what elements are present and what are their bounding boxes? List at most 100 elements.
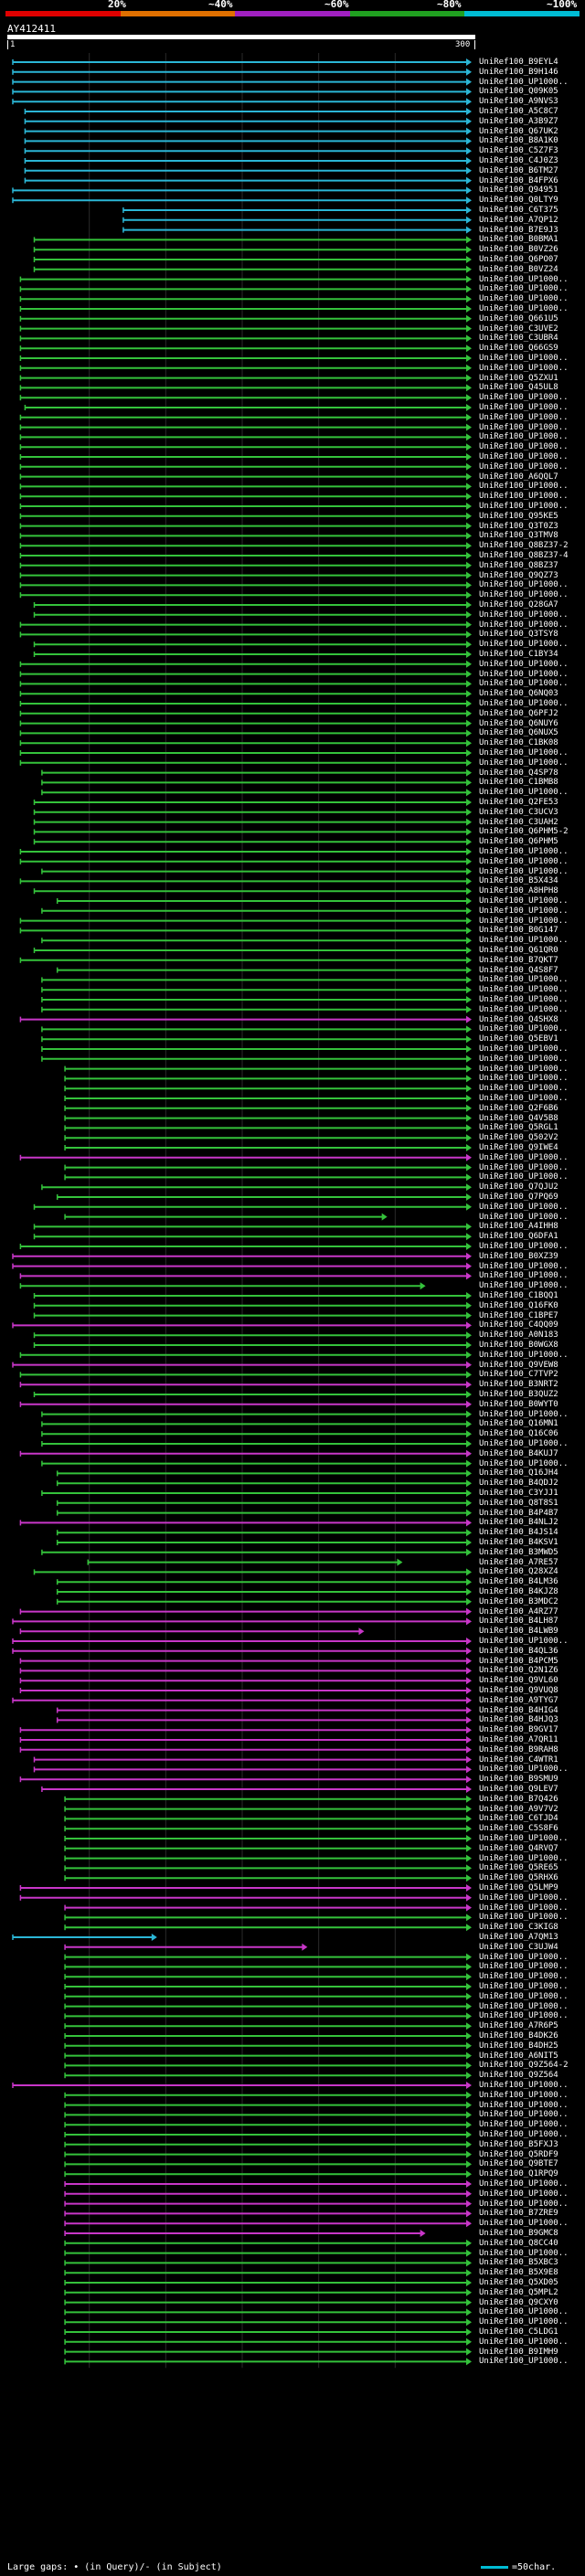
hit-row[interactable] (122, 207, 472, 214)
hit-label[interactable]: UniRef100_A9TYG7 (479, 1695, 558, 1705)
hit-label[interactable]: UniRef100_UP1000.. (479, 1202, 569, 1212)
hit-row[interactable] (19, 571, 472, 579)
hit-label[interactable]: UniRef100_B0XZ39 (479, 1251, 558, 1261)
hit-row[interactable] (122, 216, 472, 224)
hit-label[interactable]: UniRef100_UP1000.. (479, 1962, 569, 1972)
hit-row[interactable] (41, 1035, 472, 1044)
hit-label[interactable]: UniRef100_UP1000.. (479, 1074, 569, 1084)
hit-label[interactable]: UniRef100_Q9IWE4 (479, 1143, 558, 1152)
hit-row[interactable] (19, 1667, 472, 1675)
hit-row[interactable] (64, 1144, 472, 1151)
hit-row[interactable] (64, 1095, 472, 1102)
hit-row[interactable] (19, 581, 472, 589)
hit-row[interactable] (19, 729, 472, 737)
hit-label[interactable]: UniRef100_UP1000.. (479, 758, 569, 768)
hit-label[interactable]: UniRef100_Q4RVQ7 (479, 1843, 558, 1853)
hit-row[interactable] (64, 2230, 426, 2237)
hit-label[interactable]: UniRef100_C1BQQ1 (479, 1291, 558, 1300)
hit-label[interactable]: UniRef100_Q9CXY0 (479, 2297, 558, 2307)
hit-label[interactable]: UniRef100_B0BMA1 (479, 235, 558, 245)
hit-label[interactable]: UniRef100_A6NIT5 (479, 2051, 558, 2061)
hit-row[interactable] (33, 651, 472, 658)
hit-label[interactable]: UniRef100_UP1000.. (479, 659, 569, 669)
hit-row[interactable] (12, 1252, 472, 1260)
hit-row[interactable] (19, 433, 472, 441)
hit-row[interactable] (41, 1786, 472, 1793)
hit-row[interactable] (19, 917, 472, 925)
hit-row[interactable] (41, 1045, 472, 1053)
hit-label[interactable]: UniRef100_UP1000.. (479, 1834, 569, 1843)
hit-label[interactable]: UniRef100_UP1000.. (479, 856, 569, 866)
hit-row[interactable] (33, 246, 472, 254)
hit-row[interactable] (12, 196, 472, 205)
hit-row[interactable] (19, 1736, 472, 1744)
hit-row[interactable] (19, 848, 472, 855)
hit-label[interactable]: UniRef100_B9RAH8 (479, 1744, 558, 1754)
hit-row[interactable] (24, 176, 472, 185)
hit-row[interactable] (64, 2337, 472, 2346)
hit-label[interactable]: UniRef100_UP1000.. (479, 2120, 569, 2130)
hit-row[interactable] (64, 2041, 472, 2050)
hit-label[interactable]: UniRef100_C4J0Z3 (479, 156, 558, 165)
hit-label[interactable]: UniRef100_C6T375 (479, 206, 558, 215)
hit-label[interactable]: UniRef100_Q4SHX8 (479, 1014, 558, 1024)
hit-label[interactable]: UniRef100_UP1000.. (479, 2081, 569, 2090)
hit-label[interactable]: UniRef100_Q28GA7 (479, 600, 558, 610)
hit-row[interactable] (64, 2032, 472, 2040)
hit-label[interactable]: UniRef100_UP1000.. (479, 1212, 569, 1222)
hit-row[interactable] (64, 2051, 472, 2060)
hit-row[interactable] (64, 1173, 472, 1182)
hit-label[interactable]: UniRef100_Q2F6B6 (479, 1103, 558, 1113)
hit-row[interactable] (19, 1726, 472, 1734)
hit-label[interactable]: UniRef100_UP1000.. (479, 393, 569, 403)
hit-label[interactable]: UniRef100_Q4V5B8 (479, 1113, 558, 1123)
hit-row[interactable] (41, 976, 472, 984)
hit-label[interactable]: UniRef100_UP1000.. (479, 77, 569, 87)
hit-row[interactable] (64, 1963, 472, 1971)
hit-row[interactable] (41, 779, 472, 787)
hit-row[interactable] (64, 2180, 472, 2188)
hit-row[interactable] (64, 2358, 472, 2366)
hit-row[interactable] (19, 1677, 472, 1685)
hit-row[interactable] (19, 1282, 426, 1290)
hit-label[interactable]: UniRef100_C5S8F6 (479, 1824, 558, 1834)
hit-row[interactable] (19, 1776, 472, 1784)
hit-label[interactable]: UniRef100_Q5RGL1 (479, 1123, 558, 1133)
hit-label[interactable]: UniRef100_B4KJZ8 (479, 1587, 558, 1596)
hit-row[interactable] (19, 305, 472, 313)
hit-label[interactable]: UniRef100_UP1000.. (479, 1261, 569, 1271)
hit-row[interactable] (64, 2259, 472, 2267)
hit-row[interactable] (64, 2249, 472, 2257)
hit-label[interactable]: UniRef100_UP1000.. (479, 304, 569, 313)
hit-row[interactable] (41, 1420, 472, 1428)
hit-row[interactable] (64, 1825, 472, 1833)
hit-row[interactable] (19, 462, 472, 471)
hit-label[interactable]: UniRef100_Q1RPQ9 (479, 2169, 558, 2179)
hit-label[interactable]: UniRef100_Q7QJU2 (479, 1182, 558, 1193)
hit-row[interactable] (64, 1992, 472, 2000)
hit-row[interactable] (64, 2298, 472, 2306)
hit-row[interactable] (64, 1924, 472, 1932)
hit-row[interactable] (19, 1449, 472, 1458)
hit-label[interactable]: UniRef100_UP1000.. (479, 1765, 569, 1775)
hit-row[interactable] (56, 1529, 472, 1537)
hit-label[interactable]: UniRef100_UP1000.. (479, 274, 569, 284)
hit-label[interactable]: UniRef100_A4RZ77 (479, 1606, 558, 1617)
hit-row[interactable] (12, 1638, 472, 1645)
hit-label[interactable]: UniRef100_UP1000.. (479, 2337, 569, 2347)
hit-label[interactable]: UniRef100_Q6DFA1 (479, 1232, 558, 1242)
hit-label[interactable]: UniRef100_B9IMH9 (479, 2347, 558, 2357)
hit-label[interactable]: UniRef100_UP1000.. (479, 936, 569, 946)
hit-row[interactable] (64, 2279, 472, 2286)
hit-row[interactable] (41, 1410, 472, 1418)
hit-row[interactable] (33, 947, 472, 954)
hit-row[interactable] (19, 1243, 472, 1250)
hit-label[interactable]: UniRef100_UP1000.. (479, 1004, 569, 1014)
hit-row[interactable] (12, 98, 472, 106)
hit-label[interactable]: UniRef100_A7R6P5 (479, 2021, 558, 2031)
hit-label[interactable]: UniRef100_UP1000.. (479, 2307, 569, 2317)
hit-row[interactable] (33, 818, 472, 826)
hit-label[interactable]: UniRef100_UP1000.. (479, 403, 569, 412)
hit-label[interactable]: UniRef100_Q16JH4 (479, 1468, 558, 1479)
hit-label[interactable]: UniRef100_C3UBR4 (479, 334, 558, 344)
